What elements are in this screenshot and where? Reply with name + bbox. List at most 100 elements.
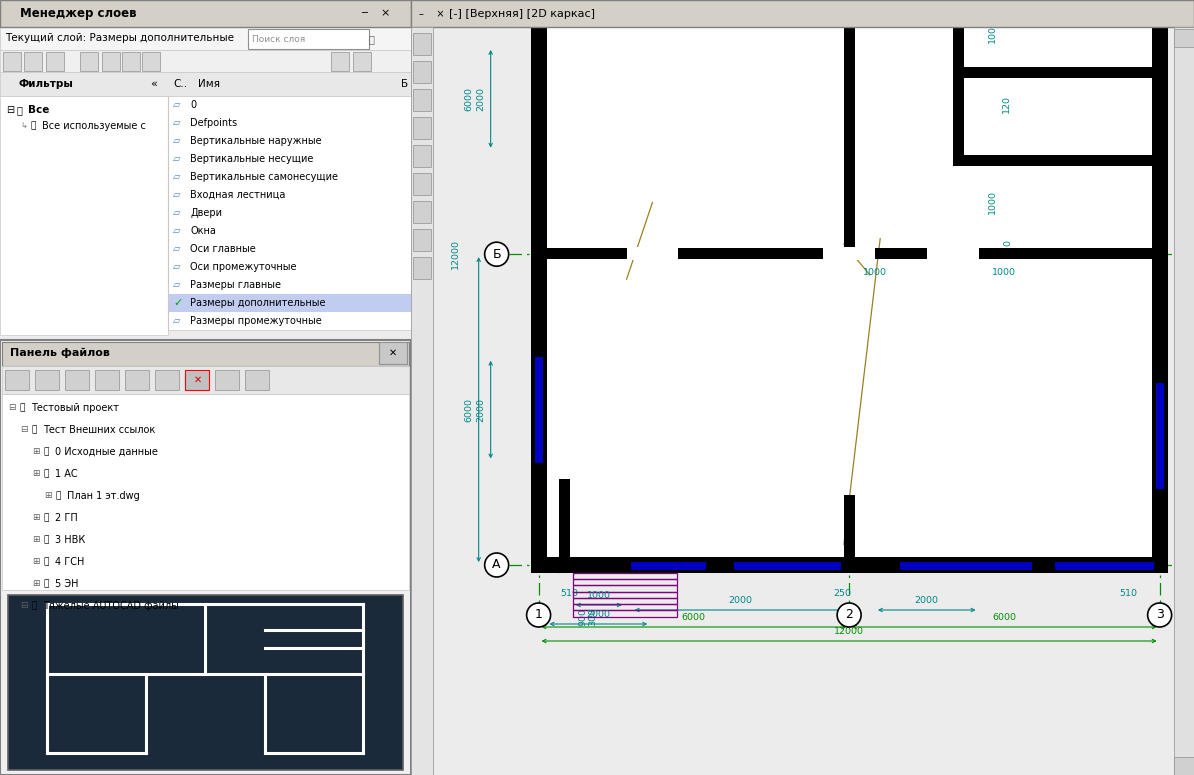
Bar	[560, 479, 571, 557]
Text: Б: Б	[492, 248, 501, 260]
Text: Поиск слоя: Поиск слоя	[252, 35, 306, 43]
Bar	[1174, 757, 1194, 775]
Text: Оси главные: Оси главные	[190, 244, 256, 254]
Text: 1000: 1000	[989, 19, 997, 43]
Text: 250: 250	[833, 588, 851, 598]
Text: ✕: ✕	[388, 348, 396, 358]
Bar	[413, 117, 431, 139]
Text: 📁: 📁	[43, 514, 49, 522]
Text: Все: Все	[27, 105, 49, 115]
Text: 1000: 1000	[989, 191, 997, 215]
Text: –    ×: – ×	[419, 9, 444, 19]
Bar	[573, 579, 677, 585]
Bar	[0, 96, 168, 335]
Circle shape	[527, 603, 550, 627]
Text: 6000: 6000	[682, 613, 706, 622]
Text: 5 ЭН: 5 ЭН	[55, 579, 79, 589]
Text: Defpoints: Defpoints	[190, 118, 238, 128]
Circle shape	[837, 603, 861, 627]
Text: Размеры главные: Размеры главные	[190, 280, 282, 290]
Text: 📁: 📁	[16, 105, 21, 115]
Bar	[248, 29, 369, 49]
Text: 2 ГП: 2 ГП	[55, 513, 78, 523]
Text: 📁: 📁	[43, 557, 49, 567]
Bar	[958, 67, 1152, 78]
Bar	[573, 591, 677, 598]
Bar	[413, 89, 431, 111]
Bar	[844, 0, 855, 254]
Text: 1000: 1000	[587, 591, 611, 600]
Bar	[66, 370, 90, 390]
Text: 4 ГСН: 4 ГСН	[55, 557, 85, 567]
Text: Панель файлов: Панель файлов	[10, 348, 110, 358]
Text: 3 НВК: 3 НВК	[55, 535, 85, 545]
Bar	[413, 257, 431, 279]
Text: ⊞: ⊞	[32, 470, 39, 478]
Text: 1 АС: 1 АС	[55, 469, 78, 479]
Text: 📁: 📁	[30, 122, 36, 130]
Text: ▱: ▱	[173, 100, 180, 110]
Text: 2000: 2000	[476, 87, 486, 111]
Text: «: «	[150, 79, 158, 89]
Bar	[413, 201, 431, 223]
Text: 510: 510	[561, 588, 579, 598]
Bar	[573, 573, 677, 579]
Text: ⊞: ⊞	[32, 514, 39, 522]
Text: ⊞: ⊞	[32, 447, 39, 456]
Text: Тяжелые AUTOCAD файлы: Тяжелые AUTOCAD файлы	[43, 601, 179, 611]
Bar	[627, 247, 678, 260]
Bar	[413, 33, 431, 55]
Text: ▱: ▱	[173, 244, 180, 254]
Text: А: А	[492, 559, 501, 571]
Bar	[185, 370, 209, 390]
Bar	[331, 52, 349, 71]
Bar	[0, 0, 411, 27]
Text: ✕: ✕	[193, 375, 202, 385]
Text: 2000: 2000	[728, 596, 752, 605]
Circle shape	[485, 553, 509, 577]
Text: ▱: ▱	[173, 136, 180, 146]
Bar	[0, 340, 411, 775]
Text: ▱: ▱	[173, 154, 180, 164]
Text: 3: 3	[1156, 608, 1164, 622]
Bar	[547, 0, 1152, 557]
Text: 0 Исходные данные: 0 Исходные данные	[55, 447, 158, 457]
Text: ▱: ▱	[173, 280, 180, 290]
Bar	[8, 595, 402, 770]
Bar	[411, 0, 1194, 27]
Text: ▱: ▱	[173, 316, 180, 326]
Text: 📁: 📁	[31, 601, 37, 611]
Bar	[413, 229, 431, 251]
Bar	[562, 561, 571, 569]
Text: Размеры дополнительные: Размеры дополнительные	[190, 298, 326, 308]
Bar	[823, 247, 875, 260]
Text: ▱: ▱	[173, 262, 180, 272]
Bar	[530, 0, 547, 573]
Bar	[953, 67, 964, 166]
Text: 📄: 📄	[55, 491, 61, 501]
Text: ▱: ▱	[173, 226, 180, 236]
Bar	[2, 342, 408, 366]
Text: 📁: 📁	[31, 425, 37, 435]
Text: ×: ×	[381, 8, 390, 18]
Text: Оси промежуточные: Оси промежуточные	[190, 262, 297, 272]
Bar	[953, 0, 964, 73]
Bar	[142, 52, 160, 71]
Text: 2: 2	[845, 608, 853, 622]
Text: 2000: 2000	[476, 398, 486, 422]
Text: Вертикальные самонесущие: Вертикальные самонесущие	[190, 172, 338, 182]
Text: 300: 300	[589, 608, 598, 626]
Text: 6000: 6000	[464, 398, 474, 422]
Text: Размеры промежуточные: Размеры промежуточные	[190, 316, 322, 326]
Text: 510: 510	[1120, 588, 1138, 598]
Text: 1: 1	[535, 608, 542, 622]
Text: [-] [Верхняя] [2D каркас]: [-] [Верхняя] [2D каркас]	[449, 9, 595, 19]
Text: ⊞: ⊞	[32, 580, 39, 588]
Bar	[0, 50, 411, 72]
Text: Менеджер слоев: Менеджер слоев	[20, 6, 136, 19]
Text: 2000: 2000	[915, 596, 938, 605]
Bar	[958, 155, 1152, 166]
Text: Все используемые с: Все используемые с	[42, 121, 146, 131]
Text: 900: 900	[578, 608, 587, 626]
Text: 2000: 2000	[586, 610, 610, 619]
